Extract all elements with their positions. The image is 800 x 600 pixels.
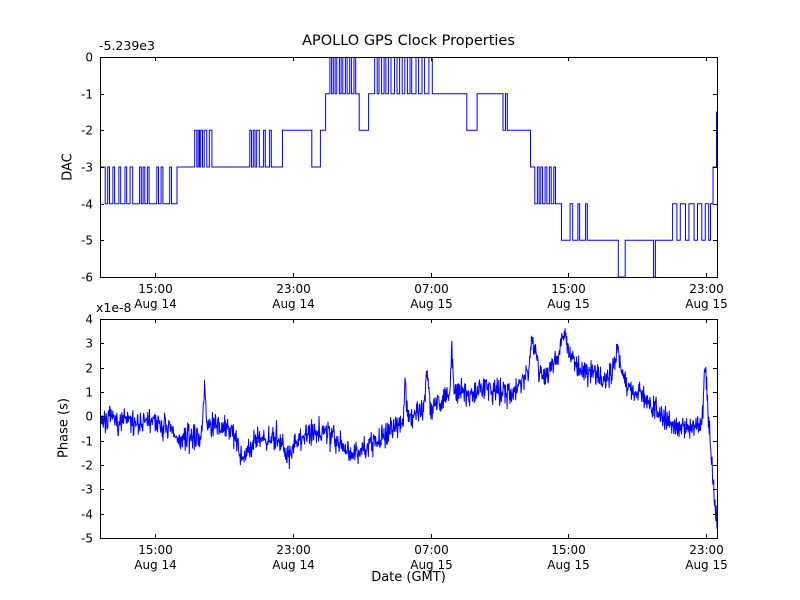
x-tick-label: 07:00 Aug 15 [410, 282, 453, 311]
y-tick-label: 2 [85, 362, 93, 376]
y-tick-label: 0 [85, 51, 93, 65]
x-tick-label: 07:00 Aug 15 [410, 543, 453, 572]
figure-title: APOLLO GPS Clock Properties [302, 33, 515, 49]
y-tick-label: -5 [81, 532, 93, 546]
x-tick-label: 23:00 Aug 14 [272, 543, 315, 572]
dac-axis-offset-text: -5.239e3 [99, 38, 155, 53]
y-tick-label: -1 [81, 88, 93, 102]
x-tick-label: 15:00 Aug 15 [547, 543, 590, 572]
y-tick-label: -1 [81, 435, 93, 449]
phase-noise-line [100, 328, 717, 529]
y-tick-label: -3 [81, 483, 93, 497]
y-tick-label: 4 [85, 313, 93, 327]
y-tick-label: 1 [85, 386, 93, 400]
x-tick-label: 23:00 Aug 15 [685, 543, 728, 572]
x-tick-label: 23:00 Aug 15 [685, 282, 728, 311]
y-tick-label: 0 [85, 410, 93, 424]
x-tick-label: 15:00 Aug 14 [134, 282, 177, 311]
y-tick-label: -5 [81, 234, 93, 248]
phase-axis-offset-text: x1e-8 [96, 300, 132, 315]
y-tick-label: -4 [81, 198, 93, 212]
x-tick-label: 15:00 Aug 14 [134, 543, 177, 572]
x-axis-label: Date (GMT) [371, 570, 446, 585]
y-tick-label: -4 [81, 508, 93, 522]
y-tick-label: -6 [81, 271, 93, 285]
dac-axes: 15:00 Aug 14 23:00 Aug 14 07:00 Aug 15 15:00 Au… [81, 51, 728, 312]
y-tick-label: -3 [81, 161, 93, 175]
y-tick-label: -2 [81, 459, 93, 473]
phase-axes: 15:00 Aug 14 23:00 Aug 14 07:00 Aug 15 15:00 Au… [81, 313, 728, 573]
y-tick-label: -2 [81, 124, 93, 138]
axes-frame [100, 319, 718, 539]
dac-step-line [100, 57, 717, 277]
y-tick-label: 3 [85, 337, 93, 351]
x-tick-label: 15:00 Aug 15 [547, 282, 590, 311]
x-tick-label: 23:00 Aug 14 [272, 282, 315, 311]
